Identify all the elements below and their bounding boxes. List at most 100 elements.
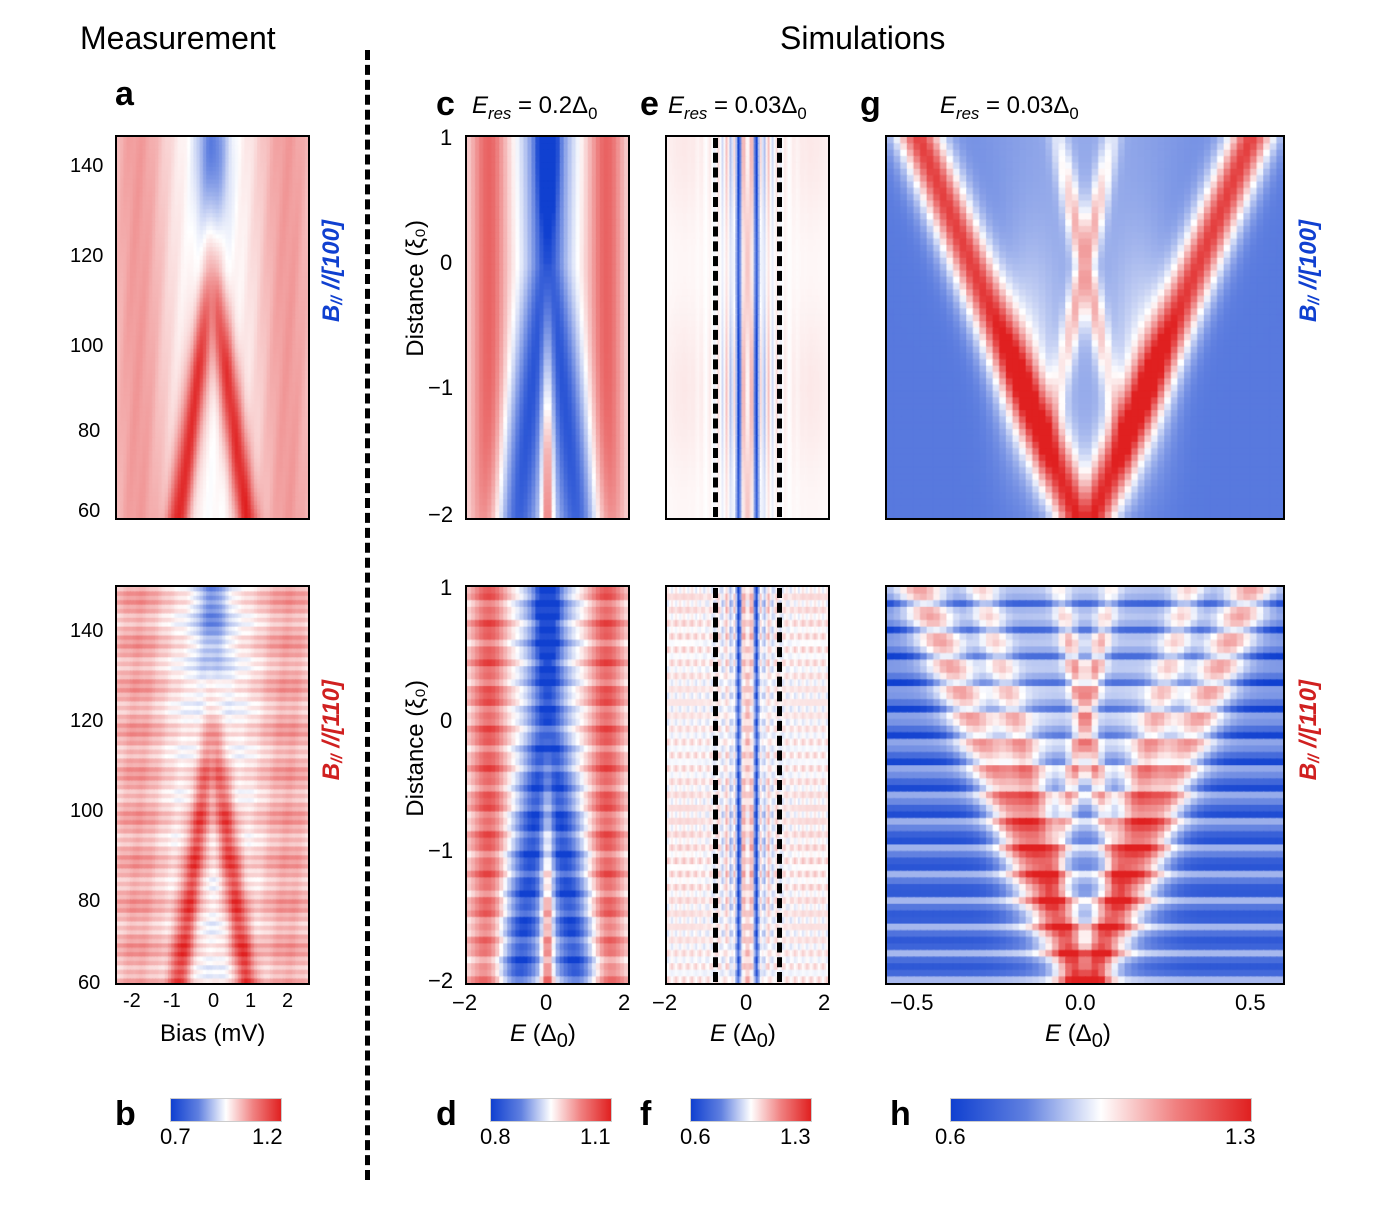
cbar-ef-min: 0.6	[680, 1124, 711, 1150]
colorbar-ab	[170, 1098, 282, 1122]
dashed-line-f-right	[777, 588, 782, 982]
heatmap-f	[667, 587, 828, 983]
ytick-c-n2: −2	[428, 502, 453, 528]
xtick-f-0: 0	[740, 990, 752, 1016]
dashed-line-e-right	[777, 138, 782, 517]
ytick-a-100: 100	[70, 335, 103, 358]
subtitle-e-rest: = 0.03Δ	[707, 92, 797, 119]
xtick-h-0: 0.0	[1065, 990, 1096, 1016]
subtitle-e: Eres = 0.03Δ0	[668, 92, 807, 124]
cbar-gh-min: 0.6	[935, 1124, 966, 1150]
panel-letter-b: b	[115, 1095, 136, 1134]
heatmap-a	[117, 137, 308, 518]
panel-letter-d: d	[436, 1095, 457, 1134]
ytick-c-1: 1	[440, 125, 452, 151]
dashed-line-e-left	[713, 138, 718, 517]
ylabel-c: Distance (ξ₀)	[402, 220, 430, 357]
ylabel-d: Distance (ξ₀)	[402, 680, 430, 817]
ytick-b-140: 140	[70, 620, 103, 643]
ytick-d-n1: −1	[428, 838, 453, 864]
xtick-d-n2: −2	[452, 990, 477, 1016]
ytick-b-80: 80	[78, 890, 100, 913]
panel-c	[465, 135, 630, 520]
cbar-gh-max: 1.3	[1225, 1124, 1256, 1150]
subtitle-e-sub2: 0	[797, 104, 806, 123]
panel-letter-f: f	[640, 1095, 651, 1134]
ytick-a-120: 120	[70, 245, 103, 268]
xlabel-d: E (Δ0)	[510, 1020, 576, 1053]
xtick-d-0: 0	[540, 990, 552, 1016]
subtitle-g-E: E	[940, 92, 956, 119]
panel-e	[665, 135, 830, 520]
panel-d	[465, 585, 630, 985]
heatmap-h	[887, 587, 1283, 983]
subtitle-c: Eres = 0.2Δ0	[472, 92, 597, 124]
subtitle-c-sub: res	[488, 104, 511, 123]
panel-a	[115, 135, 310, 520]
heatmap-d	[467, 587, 628, 983]
xtick-h-05: 0.5	[1235, 990, 1266, 1016]
subtitle-c-E: E	[472, 92, 488, 119]
xtick-b-0: 0	[208, 990, 219, 1013]
ytick-d-1: 1	[440, 575, 452, 601]
panel-f	[665, 585, 830, 985]
cbar-cd-min: 0.8	[480, 1124, 511, 1150]
xtick-b-n2: -2	[123, 990, 141, 1013]
panel-letter-e: e	[640, 85, 659, 124]
colorbar-ef	[690, 1098, 812, 1122]
panel-g	[885, 135, 1285, 520]
subtitle-g-sub2: 0	[1069, 104, 1078, 123]
subtitle-g-sub: res	[956, 104, 979, 123]
cbar-ab-max: 1.2	[252, 1124, 283, 1150]
xlabel-f: E (Δ0)	[710, 1020, 776, 1053]
subtitle-c-rest: = 0.2Δ	[511, 92, 588, 119]
xtick-b-n1: -1	[163, 990, 181, 1013]
xlabel-bias: Bias (mV)	[160, 1020, 265, 1048]
heatmap-e	[667, 137, 828, 518]
side-label-h-b110: B// //[110]	[1295, 680, 1324, 780]
heatmap-c	[467, 137, 628, 518]
xtick-f-2: 2	[818, 990, 830, 1016]
ytick-d-0: 0	[440, 708, 452, 734]
ytick-c-n1: −1	[428, 375, 453, 401]
subtitle-e-E: E	[668, 92, 684, 119]
figure-root: Measurement Simulations a b c d e f g h …	[20, 20, 1379, 1190]
cbar-cd-max: 1.1	[580, 1124, 611, 1150]
ytick-c-0: 0	[440, 250, 452, 276]
panel-b	[115, 585, 310, 985]
cbar-ab-min: 0.7	[160, 1124, 191, 1150]
ytick-d-n2: −2	[428, 968, 453, 994]
measurement-title: Measurement	[80, 20, 276, 57]
side-label-g-b100: B// //[100]	[1295, 220, 1324, 322]
ytick-a-60: 60	[78, 500, 100, 523]
panel-letter-g: g	[860, 85, 881, 124]
heatmap-g	[887, 137, 1283, 518]
cbar-ef-max: 1.3	[780, 1124, 811, 1150]
simulations-title: Simulations	[780, 20, 945, 57]
ytick-a-140: 140	[70, 155, 103, 178]
dashed-line-f-left	[713, 588, 718, 982]
side-label-b-b110: B// //[110]	[318, 680, 347, 780]
xtick-b-1: 1	[245, 990, 256, 1013]
ytick-b-100: 100	[70, 800, 103, 823]
colorbar-cd	[490, 1098, 612, 1122]
subtitle-g-rest: = 0.03Δ	[979, 92, 1069, 119]
panel-h	[885, 585, 1285, 985]
subtitle-e-sub: res	[684, 104, 707, 123]
ytick-a-80: 80	[78, 420, 100, 443]
colorbar-gh	[950, 1098, 1252, 1122]
xlabel-h: E (Δ0)	[1045, 1020, 1111, 1053]
xtick-b-2: 2	[282, 990, 293, 1013]
xtick-d-2: 2	[618, 990, 630, 1016]
xtick-h-n05: −0.5	[890, 990, 933, 1016]
subtitle-c-sub2: 0	[588, 104, 597, 123]
subtitle-g: Eres = 0.03Δ0	[940, 92, 1079, 124]
section-divider	[365, 50, 370, 1180]
panel-letter-c: c	[436, 85, 455, 124]
panel-letter-h: h	[890, 1095, 911, 1134]
ytick-b-120: 120	[70, 710, 103, 733]
heatmap-b	[117, 587, 308, 983]
ytick-b-60: 60	[78, 972, 100, 995]
xtick-f-n2: −2	[652, 990, 677, 1016]
side-label-a-b100: B// //[100]	[318, 220, 347, 322]
